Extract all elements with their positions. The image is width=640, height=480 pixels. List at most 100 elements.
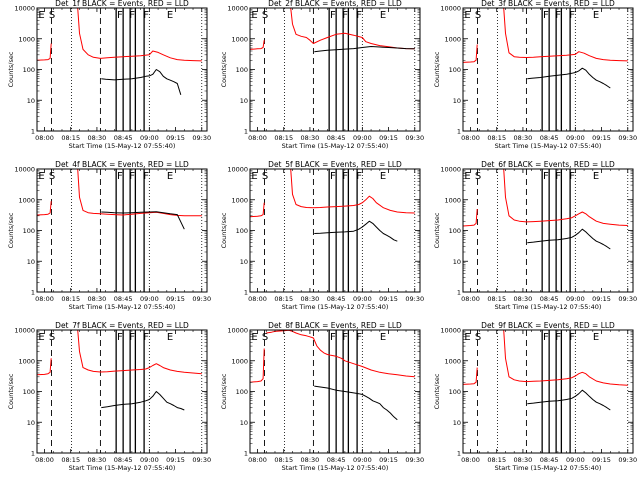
x-tick-label: 08:15: [274, 295, 293, 303]
y-tick-label: 10: [240, 97, 248, 105]
events-series-line: [527, 67, 611, 89]
panel-series: [463, 169, 628, 250]
marker-letter: E: [464, 332, 470, 343]
x-tick-label: 08:45: [327, 295, 346, 303]
x-tick-label: 09:15: [592, 456, 611, 464]
x-tick-label: 08:00: [35, 295, 54, 303]
x-tick-label: 09:15: [166, 456, 185, 464]
marker-letter: F: [342, 10, 348, 21]
y-tick-label: 1: [244, 289, 248, 297]
marker-letter: F: [543, 332, 549, 343]
x-tick-label: 09:30: [618, 134, 637, 142]
x-axis-label: Start Time (15-May-12 07:55:40): [495, 303, 602, 311]
marker-letter: E: [593, 10, 599, 21]
x-tick-label: 08:00: [248, 295, 267, 303]
marker-letter: E: [593, 332, 599, 343]
marker-letter: F: [129, 171, 135, 182]
x-tick-label: 08:30: [88, 134, 107, 142]
lld-series-line: [37, 43, 52, 61]
y-tick-label: 10000: [227, 5, 248, 13]
marker-letter: E: [380, 10, 386, 21]
panel-series: [37, 330, 202, 411]
lld-series-line: [37, 201, 52, 216]
marker-letter: E: [251, 10, 257, 21]
marker-letter: S: [475, 171, 481, 182]
y-axis-label: Counts/sec: [433, 51, 441, 87]
marker-letter: E: [38, 171, 44, 182]
lld-series-line: [250, 40, 265, 50]
x-tick-label: 08:00: [248, 456, 267, 464]
y-axis-label: Counts/sec: [220, 373, 228, 409]
x-tick-label: 08:30: [514, 295, 533, 303]
x-axis-label: Start Time (15-May-12 07:55:40): [282, 303, 389, 311]
x-tick-label: 08:30: [301, 134, 320, 142]
y-axis-label: Counts/sec: [220, 212, 228, 248]
y-axis-label: Counts/sec: [220, 51, 228, 87]
y-tick-label: 10000: [227, 327, 248, 335]
plot-frame: [249, 7, 421, 132]
marker-letter: F: [117, 332, 123, 343]
marker-letter: E: [380, 332, 386, 343]
x-tick-label: 08:00: [461, 295, 480, 303]
y-tick-label: 100: [236, 227, 248, 235]
x-tick-label: 08:15: [274, 456, 293, 464]
panel-series: [250, 8, 415, 53]
events-series-line: [101, 391, 185, 411]
lld-series-line: [37, 358, 52, 376]
marker-letter: F: [129, 332, 135, 343]
lld-series-line: [463, 367, 478, 385]
plot-frame: [36, 7, 208, 132]
panel-series: [250, 330, 415, 421]
y-tick-label: 1000: [18, 196, 35, 204]
marker-letter: E: [380, 171, 386, 182]
lld-series-line: [250, 202, 265, 218]
marker-letter: F: [543, 171, 549, 182]
y-tick-label: 10000: [440, 166, 461, 174]
marker-letter: S: [475, 332, 481, 343]
x-tick-label: 08:00: [248, 134, 267, 142]
x-tick-label: 09:15: [592, 295, 611, 303]
y-tick-label: 100: [23, 66, 35, 74]
x-tick-label: 08:30: [514, 456, 533, 464]
y-tick-label: 10: [27, 258, 35, 266]
x-tick-label: 09:00: [140, 134, 159, 142]
marker-letter: E: [593, 171, 599, 182]
marker-letter: F: [342, 171, 348, 182]
panel-title: Det_2f BLACK = Events, RED = LLD: [268, 0, 402, 8]
panel-title: Det_1f BLACK = Events, RED = LLD: [55, 0, 189, 8]
x-tick-label: 09:00: [566, 456, 585, 464]
lld-series-line: [463, 208, 478, 227]
y-tick-label: 1000: [231, 35, 248, 43]
x-tick-label: 08:30: [301, 456, 320, 464]
y-tick-label: 100: [449, 388, 461, 396]
events-series-line: [101, 69, 182, 95]
marker-letter: S: [475, 10, 481, 21]
panel-title: Det_5f BLACK = Events, RED = LLD: [268, 160, 402, 169]
panel-title: Det_9f BLACK = Events, RED = LLD: [481, 321, 615, 330]
x-tick-label: 08:45: [114, 134, 133, 142]
y-tick-label: 10000: [14, 166, 35, 174]
x-tick-label: 08:45: [327, 456, 346, 464]
panel-title: Det_4f BLACK = Events, RED = LLD: [55, 160, 189, 169]
x-tick-label: 09:15: [379, 295, 398, 303]
y-tick-label: 10: [453, 97, 461, 105]
marker-letter: F: [129, 10, 135, 21]
plot-frame: [249, 329, 421, 454]
y-tick-label: 10: [240, 258, 248, 266]
marker-letter: F: [555, 171, 561, 182]
x-axis-label: Start Time (15-May-12 07:55:40): [69, 303, 176, 311]
y-tick-label: 1000: [18, 357, 35, 365]
x-tick-label: 09:15: [166, 295, 185, 303]
marker-letter: E: [251, 332, 257, 343]
lld-series-line: [290, 8, 415, 50]
y-tick-label: 10: [27, 97, 35, 105]
y-tick-label: 1000: [444, 357, 461, 365]
y-tick-label: 10: [27, 419, 35, 427]
x-tick-label: 08:15: [487, 295, 506, 303]
